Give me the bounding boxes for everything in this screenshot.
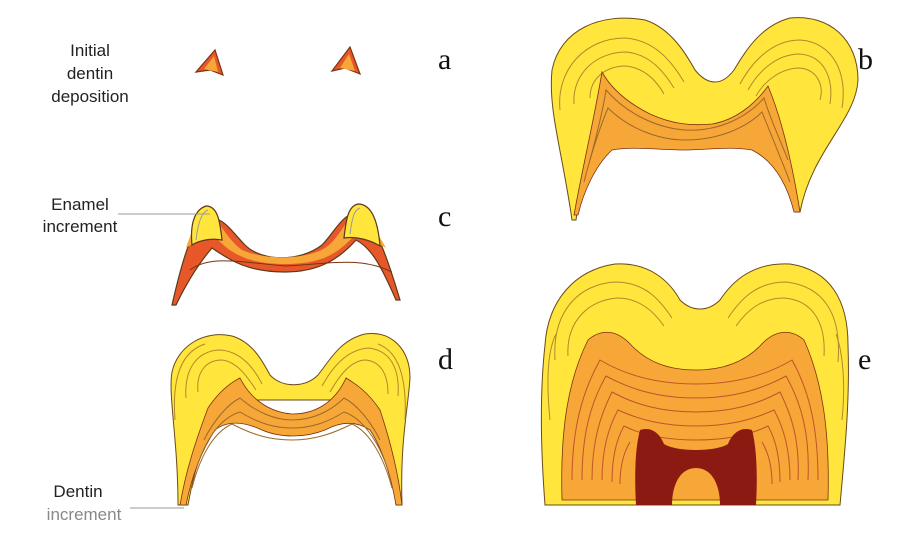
- dentin-label-line1: Dentin: [53, 482, 102, 501]
- dentin-b: [573, 70, 801, 216]
- enamel-label-line1: Enamel: [51, 195, 109, 214]
- initial-dentin-right: [330, 45, 362, 76]
- dentin-layer-c: [186, 210, 386, 264]
- initial-dentin-left: [194, 48, 224, 77]
- panel-c: Enamel increment c: [43, 195, 451, 306]
- panel-letter-d: d: [438, 343, 453, 376]
- dentin-increments-d: [191, 397, 393, 489]
- panel-letter-a: a: [438, 43, 451, 76]
- enamel-cap-left-c: [190, 205, 223, 247]
- panel-letter-e: e: [858, 343, 871, 376]
- enamel-increments-b: [559, 37, 844, 111]
- panel-a: Initial dentin deposition a: [51, 41, 451, 106]
- dentin-d: [179, 377, 403, 506]
- initial-label-line2: dentin: [67, 64, 113, 83]
- enamel-increments-e: [547, 281, 845, 421]
- dentin-increments-e: [571, 359, 819, 485]
- initial-label-line1: Initial: [70, 41, 110, 60]
- panel-letter-b: b: [858, 43, 873, 76]
- panel-d: Dentin increment d: [47, 333, 453, 524]
- dentin-increments-b: [583, 88, 791, 183]
- pulp-e: [635, 428, 757, 505]
- panel-b: b: [550, 17, 873, 221]
- dentin-label-line2: increment: [47, 505, 122, 524]
- enamel-cap-right-c: [343, 203, 381, 248]
- panel-letter-c: c: [438, 200, 451, 233]
- panel-e: e: [540, 263, 871, 506]
- enamel-increments-d: [173, 343, 406, 421]
- enamel-label-line2: increment: [43, 217, 118, 236]
- initial-label-line3: deposition: [51, 87, 129, 106]
